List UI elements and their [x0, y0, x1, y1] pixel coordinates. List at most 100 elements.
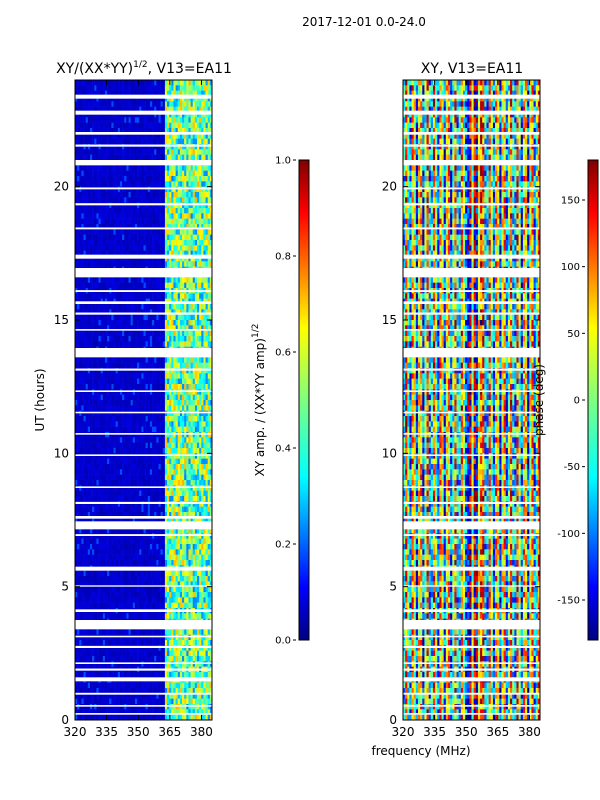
heatmap-cell — [92, 165, 95, 171]
heatmap-cell — [143, 176, 146, 182]
heatmap-cell — [207, 250, 211, 257]
heatmap-cell — [190, 400, 194, 406]
heatmap-cell — [89, 80, 93, 86]
heatmap-cell — [122, 448, 125, 454]
heatmap-cell — [199, 85, 202, 91]
heatmap-cell — [75, 330, 78, 337]
heatmap-cell — [81, 314, 84, 321]
heatmap-cell — [167, 384, 170, 390]
heatmap-cell — [81, 309, 84, 315]
heatmap-cell — [152, 176, 155, 182]
heatmap-cell — [194, 154, 198, 161]
heatmap-cell — [113, 176, 116, 182]
heatmap-cell — [158, 138, 161, 145]
heatmap-cell — [175, 304, 179, 310]
heatmap-cell — [192, 405, 196, 411]
heatmap-cell — [201, 448, 204, 454]
heatmap-cell — [201, 197, 204, 203]
heatmap-cell — [190, 325, 194, 331]
heatmap-cell — [98, 186, 101, 193]
heatmap-cell — [126, 170, 129, 177]
heatmap-cell — [152, 330, 155, 337]
heatmap-cell — [139, 240, 142, 246]
heatmap-cell — [167, 202, 170, 209]
heatmap-cell — [162, 309, 166, 315]
heatmap-cell — [160, 122, 164, 129]
heatmap-cell — [175, 389, 179, 395]
heatmap-cell — [162, 208, 166, 214]
heatmap-cell — [182, 437, 185, 443]
heatmap-cell — [77, 149, 80, 155]
heatmap-cell — [96, 90, 99, 97]
heatmap-cell — [149, 250, 153, 257]
heatmap-cell — [205, 144, 209, 150]
heatmap-cell — [137, 208, 140, 214]
heatmap-cell — [141, 256, 144, 262]
heatmap-cell — [184, 362, 187, 369]
heatmap-cell — [130, 229, 134, 235]
heatmap-cell — [182, 309, 185, 315]
heatmap-cell — [179, 458, 183, 465]
heatmap-cell — [92, 106, 95, 113]
heatmap-cell — [209, 250, 212, 257]
heatmap-cell — [149, 320, 153, 326]
heatmap-cell — [75, 410, 78, 417]
heatmap-cell — [102, 469, 106, 475]
heatmap-cell — [145, 410, 149, 417]
heatmap-cell — [175, 96, 179, 102]
heatmap-cell — [162, 421, 166, 427]
heatmap-cell — [184, 218, 187, 225]
heatmap-cell — [186, 469, 189, 475]
heatmap-cell — [171, 170, 174, 177]
heatmap-cell — [137, 330, 140, 337]
heatmap-cell — [179, 101, 183, 107]
heatmap-cell — [111, 474, 114, 481]
heatmap-cell — [186, 90, 189, 97]
heatmap-cell — [162, 490, 166, 497]
heatmap-cell — [79, 373, 82, 379]
heatmap-cell — [160, 224, 164, 230]
heatmap-cell — [199, 357, 202, 363]
heatmap-cell — [134, 394, 138, 401]
heatmap-cell — [126, 362, 129, 369]
heatmap-cell — [158, 213, 161, 219]
heatmap-cell — [152, 474, 155, 481]
heatmap-cell — [143, 320, 146, 326]
heatmap-cell — [107, 90, 110, 97]
heatmap-cell — [192, 218, 196, 225]
heatmap-cell — [169, 149, 172, 155]
heatmap-cell — [137, 192, 140, 198]
heatmap-cell — [160, 490, 164, 497]
heatmap-cell — [194, 277, 198, 283]
heatmap-cell — [109, 330, 112, 337]
heatmap-cell — [194, 448, 198, 454]
heatmap-cell — [173, 128, 176, 134]
heatmap-cell — [207, 480, 211, 486]
heatmap-cell — [205, 341, 209, 347]
heatmap-cell — [201, 106, 204, 113]
heatmap-cell — [182, 138, 185, 145]
heatmap-cell — [132, 325, 136, 331]
heatmap-cell — [124, 448, 127, 454]
heatmap-cell — [87, 464, 91, 470]
heatmap-cell — [75, 154, 78, 161]
heatmap-cell — [197, 229, 200, 235]
heatmap-cell — [96, 165, 99, 171]
heatmap-cell — [92, 389, 95, 395]
heatmap-cell — [79, 197, 82, 203]
heatmap-cell — [194, 416, 198, 422]
heatmap-cell — [113, 256, 116, 262]
heatmap-cell — [83, 373, 86, 379]
heatmap-cell — [184, 469, 187, 475]
heatmap-cell — [113, 309, 116, 315]
heatmap-cell — [182, 250, 185, 257]
heatmap-cell — [141, 128, 144, 134]
heatmap-cell — [199, 149, 202, 155]
heatmap-cell — [77, 144, 80, 150]
heatmap-cell — [92, 474, 95, 481]
heatmap-cell — [122, 138, 125, 145]
heatmap-cell — [94, 442, 97, 449]
heatmap-cell — [109, 325, 112, 331]
heatmap-cell — [119, 170, 123, 177]
heatmap-cell — [145, 176, 149, 182]
